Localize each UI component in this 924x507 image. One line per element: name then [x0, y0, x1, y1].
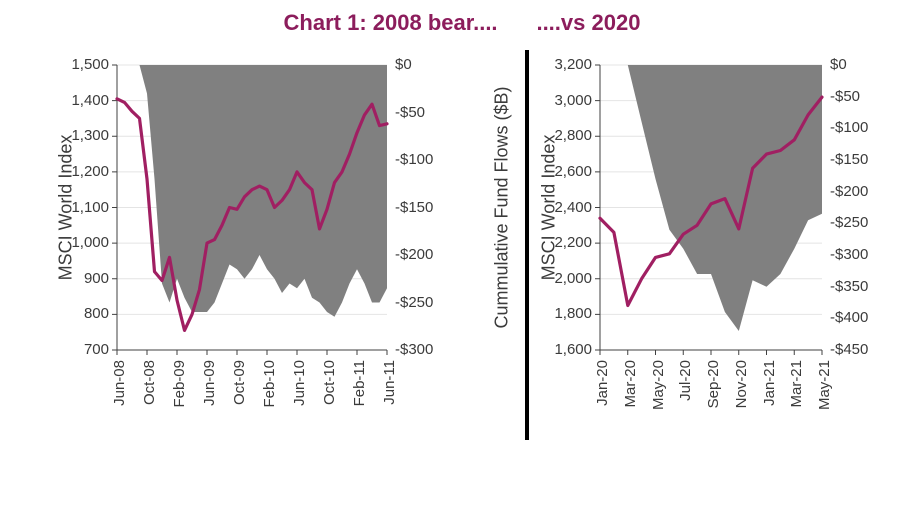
x-tick: Feb-10	[261, 360, 278, 408]
x-tick: Feb-09	[171, 360, 188, 408]
x-tick: Sep-20	[705, 360, 722, 408]
y-left-tick: 1,500	[61, 56, 109, 73]
x-tick: Jun-08	[111, 360, 128, 406]
x-tick: Jan-21	[761, 360, 778, 406]
x-tick: Jun-09	[201, 360, 218, 406]
chart-2020: 1,6001,8002,0002,2002,4002,6002,8003,000…	[543, 50, 913, 430]
y-left-tick: 3,000	[544, 92, 592, 109]
x-tick: Nov-20	[733, 360, 750, 408]
x-tick: Jan-20	[594, 360, 611, 406]
y-right-tick: -$450	[830, 341, 868, 358]
y-left-tick: 1,600	[544, 341, 592, 358]
x-tick: Mar-21	[788, 360, 805, 408]
x-tick: May-21	[816, 360, 833, 410]
y-right-tick: -$100	[395, 151, 433, 168]
title-left: Chart 1: 2008 bear....	[284, 10, 498, 36]
panel-divider	[525, 50, 529, 440]
y-left-tick: 700	[61, 341, 109, 358]
y-right-tick: -$400	[830, 309, 868, 326]
y-right-tick: -$250	[395, 294, 433, 311]
y-right-tick: $0	[830, 56, 847, 73]
y-right-tick: -$150	[830, 151, 868, 168]
y-right-tick: -$350	[830, 278, 868, 295]
y-right-label: Cummulative Fund Flows ($B)	[492, 77, 513, 337]
chart-2008: 7008009001,0001,1001,2001,3001,4001,500$…	[52, 50, 452, 430]
x-tick: Mar-20	[622, 360, 639, 408]
x-tick: Oct-10	[321, 360, 338, 405]
y-right-tick: -$200	[395, 246, 433, 263]
title-right: ....vs 2020	[536, 10, 640, 36]
y-left-label: MSCI World Index	[56, 107, 77, 307]
x-tick: Jun-10	[291, 360, 308, 406]
y-left-tick: 1,400	[61, 92, 109, 109]
y-right-tick: -$200	[830, 183, 868, 200]
y-right-tick: $0	[395, 56, 412, 73]
y-right-tick: -$50	[395, 104, 425, 121]
x-tick: Jun-11	[381, 360, 398, 405]
y-left-label: MSCI World Index	[539, 107, 560, 307]
y-right-tick: -$250	[830, 214, 868, 231]
x-tick: Oct-08	[141, 360, 158, 405]
x-tick: Feb-11	[351, 360, 368, 406]
x-tick: May-20	[650, 360, 667, 410]
y-right-tick: -$50	[830, 88, 860, 105]
x-tick: Oct-09	[231, 360, 248, 405]
y-left-tick: 800	[61, 305, 109, 322]
y-right-tick: -$150	[395, 199, 433, 216]
y-right-tick: -$300	[395, 341, 433, 358]
y-right-tick: -$100	[830, 119, 868, 136]
y-right-tick: -$300	[830, 246, 868, 263]
x-tick: Jul-20	[677, 360, 694, 401]
y-left-tick: 3,200	[544, 56, 592, 73]
y-left-tick: 1,800	[544, 305, 592, 322]
chart-titles: Chart 1: 2008 bear.... ....vs 2020	[0, 10, 924, 36]
